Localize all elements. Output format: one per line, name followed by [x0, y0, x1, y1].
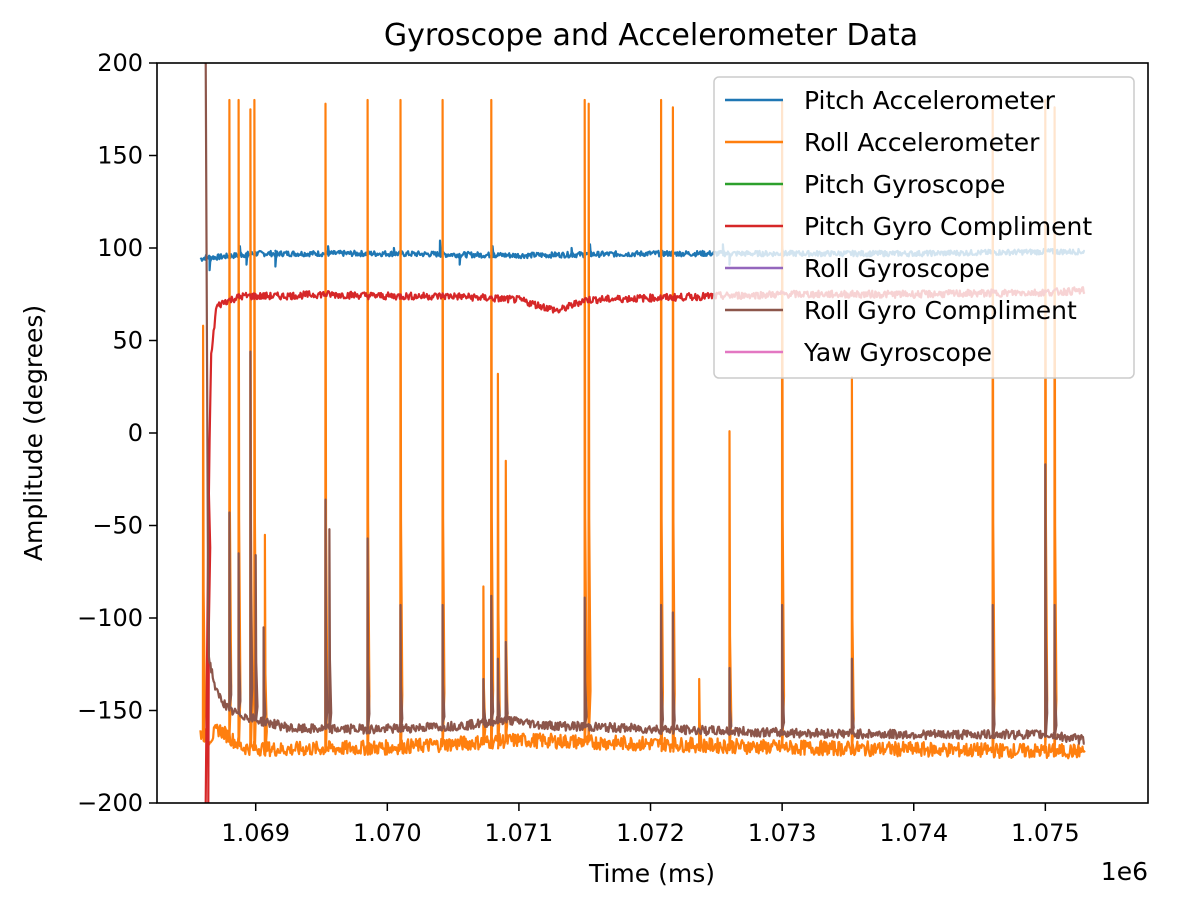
- legend-label: Roll Gyroscope: [804, 254, 990, 283]
- x-tick-label: 1.069: [221, 819, 290, 847]
- legend-label: Yaw Gyroscope: [803, 338, 992, 367]
- y-tick-label: 0: [128, 419, 143, 447]
- legend-label: Pitch Gyroscope: [804, 170, 1005, 199]
- chart-title: Gyroscope and Accelerometer Data: [384, 18, 918, 53]
- legend: Pitch Accelerometer Roll Accelerometer Pit…: [713, 76, 1135, 379]
- y-tick-label: −200: [77, 789, 143, 817]
- x-tick-label: 1.075: [1011, 819, 1080, 847]
- x-tick-label: 1.070: [353, 819, 422, 847]
- x-tick-label: 1.072: [616, 819, 685, 847]
- legend-label: Pitch Accelerometer: [804, 86, 1056, 115]
- legend-box: [713, 76, 1135, 379]
- y-tick-label: 200: [97, 49, 143, 77]
- series-line: [199, 98, 1086, 760]
- x-tick-label: 1.073: [748, 819, 817, 847]
- x-axis-label: Time (ms): [588, 859, 715, 888]
- legend-label: Roll Accelerometer: [804, 128, 1040, 157]
- legend-label: Roll Gyro Compliment: [804, 296, 1077, 325]
- y-axis-label: Amplitude (degrees): [19, 305, 48, 561]
- y-tick-label: −100: [77, 604, 143, 632]
- y-axis-ticks: 200 150 100 50 0 −50 −100 −150 −200: [77, 49, 157, 817]
- y-tick-label: 150: [97, 142, 143, 170]
- legend-label: Pitch Gyro Compliment: [804, 212, 1092, 241]
- y-tick-label: −50: [92, 512, 143, 540]
- x-axis-offset-label: 1e6: [1101, 857, 1148, 886]
- x-tick-label: 1.071: [485, 819, 554, 847]
- series-line: [204, 63, 1085, 745]
- x-axis-ticks: 1.069 1.070 1.071 1.072 1.073 1.074 1.075: [221, 803, 1080, 847]
- x-tick-label: 1.074: [879, 819, 948, 847]
- y-tick-label: −150: [77, 697, 143, 725]
- y-tick-label: 50: [112, 327, 143, 355]
- y-tick-label: 100: [97, 234, 143, 262]
